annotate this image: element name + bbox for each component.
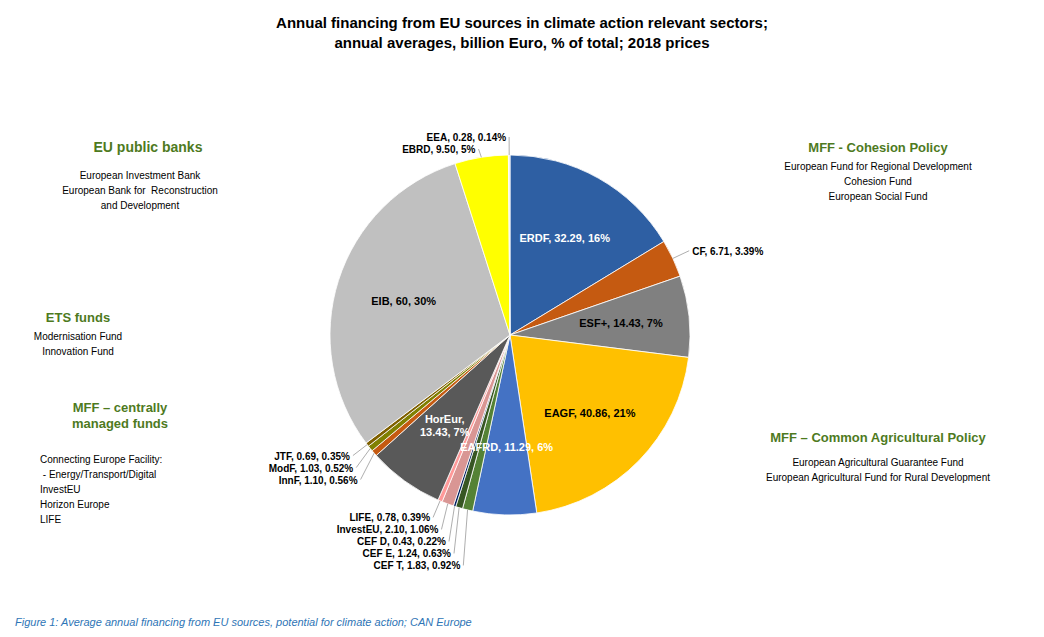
svg-text:EIB, 60, 30%: EIB, 60, 30% <box>371 295 436 307</box>
svg-text:MFF – Common Agricultural Poli: MFF – Common Agricultural Policy <box>770 430 986 445</box>
svg-text:ModF, 1.03, 0.52%: ModF, 1.03, 0.52% <box>269 462 354 473</box>
svg-text:EAFRD, 11.29, 6%: EAFRD, 11.29, 6% <box>460 441 553 453</box>
svg-text:CF, 6.71, 3.39%: CF, 6.71, 3.39% <box>692 245 763 256</box>
svg-text:annual averages, billion Euro,: annual averages, billion Euro, % of tota… <box>334 34 709 51</box>
svg-text:ESF+, 14.43, 7%: ESF+, 14.43, 7% <box>579 317 663 329</box>
svg-text:European Investment BankEurope: European Investment BankEuropean Bank fo… <box>62 170 218 211</box>
svg-text:InnF, 1.10, 0.56%: InnF, 1.10, 0.56% <box>279 474 358 485</box>
svg-text:CEF E, 1.24, 0.63%: CEF E, 1.24, 0.63% <box>363 548 451 559</box>
svg-text:EAGF, 40.86, 21%: EAGF, 40.86, 21% <box>544 407 635 419</box>
svg-text:European Fund for Regional Dev: European Fund for Regional DevelopmentCo… <box>784 161 972 202</box>
svg-text:Annual financing from EU sourc: Annual financing from EU sources in clim… <box>276 14 768 31</box>
svg-text:MFF - Cohesion Policy: MFF - Cohesion Policy <box>808 140 948 155</box>
svg-text:EEA, 0.28, 0.14%: EEA, 0.28, 0.14% <box>427 132 507 143</box>
svg-text:Figure 1: Average annual finan: Figure 1: Average annual financing from … <box>15 616 472 628</box>
svg-text:European Agricultural Guarante: European Agricultural Guarantee FundEuro… <box>766 456 990 482</box>
svg-text:CEF T, 1.83, 0.92%: CEF T, 1.83, 0.92% <box>374 560 461 571</box>
svg-text:ETS funds: ETS funds <box>46 310 110 325</box>
svg-text:HorEur,13.43, 7%: HorEur,13.43, 7% <box>420 413 470 438</box>
svg-text:ERDF, 32.29, 16%: ERDF, 32.29, 16% <box>519 232 610 244</box>
svg-text:EU public banks: EU public banks <box>94 139 203 155</box>
svg-text:Connecting Europe Facility: -: Connecting Europe Facility: - Energy/Tra… <box>40 454 162 525</box>
svg-text:LIFE, 0.78, 0.39%: LIFE, 0.78, 0.39% <box>349 512 430 523</box>
svg-text:InvestEU, 2.10, 1.06%: InvestEU, 2.10, 1.06% <box>337 524 439 535</box>
svg-text:JTF, 0.69, 0.35%: JTF, 0.69, 0.35% <box>274 450 350 461</box>
svg-text:MFF – centrallymanaged funds: MFF – centrallymanaged funds <box>72 400 168 431</box>
svg-text:Modernisation FundInnovation F: Modernisation FundInnovation Fund <box>34 330 122 356</box>
svg-text:EBRD, 9.50, 5%: EBRD, 9.50, 5% <box>402 144 475 155</box>
svg-text:CEF D, 0.43, 0.22%: CEF D, 0.43, 0.22% <box>357 536 446 547</box>
